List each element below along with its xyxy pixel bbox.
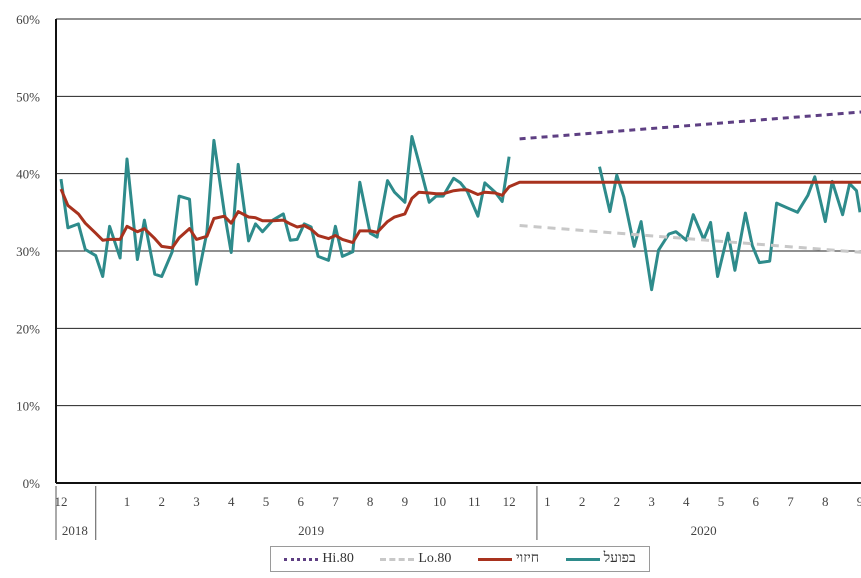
legend-label-lo80: Lo.80 xyxy=(418,551,452,566)
x-tick-label-4: 4 xyxy=(228,494,235,509)
y-tick-labels: 0% 10% 20% 30% 40% 50% 60% xyxy=(16,12,40,491)
x-tick-label-17: 4 xyxy=(683,494,690,509)
axes xyxy=(55,19,861,540)
x-tick-label-10: 10 xyxy=(433,494,446,509)
x-tick-label-1: 1 xyxy=(124,494,131,509)
x-tick-label-19: 6 xyxy=(753,494,760,509)
legend-swatch-hi80 xyxy=(284,557,319,561)
series-line-4 xyxy=(519,110,861,141)
series-lines xyxy=(59,110,861,292)
legend-label-forecast: חיזוי xyxy=(515,551,540,566)
x-tick-label-21: 8 xyxy=(822,494,829,509)
y-tick-label-0: 0% xyxy=(23,476,41,491)
y-tick-label-5: 50% xyxy=(16,89,40,104)
year-label-2: 2020 xyxy=(691,523,717,538)
x-tick-label-20: 7 xyxy=(787,494,794,509)
x-tick-label-7: 7 xyxy=(332,494,339,509)
legend-item-actual: בפועל xyxy=(565,551,636,567)
year-labels: 2018 2019 2020 xyxy=(62,523,717,538)
y-tick-label-1: 10% xyxy=(16,399,40,414)
y-tick-label-3: 30% xyxy=(16,244,40,259)
legend-item-hi80: Hi.80 xyxy=(284,551,354,567)
y-tick-label-4: 40% xyxy=(16,167,40,182)
legend-item-lo80: Lo.80 xyxy=(380,551,451,567)
x-tick-label-22: 9 xyxy=(857,494,861,509)
x-tick-label-2: 2 xyxy=(158,494,165,509)
series-line-0 xyxy=(59,135,511,286)
x-tick-labels: 12 1 2 3 4 5 6 7 8 9 10 11 12 1 2 2 3 4 5 6 7 8 9 xyxy=(55,494,861,509)
legend-label-actual: בפועל xyxy=(603,551,636,566)
x-tick-label-15: 2 xyxy=(614,494,621,509)
x-tick-label-13: 1 xyxy=(544,494,551,509)
x-tick-label-16: 3 xyxy=(648,494,655,509)
x-tick-label-9: 9 xyxy=(402,494,409,509)
year-label-1: 2019 xyxy=(298,523,324,538)
series-line-2 xyxy=(59,180,861,250)
legend: בפועל חיזוי Lo.80 Hi.80 xyxy=(270,546,650,572)
x-tick-label-14: 2 xyxy=(579,494,586,509)
y-tick-label-6: 60% xyxy=(16,12,40,27)
legend-swatch-forecast xyxy=(477,557,512,561)
x-tick-label-12: 12 xyxy=(503,494,516,509)
x-tick-label-0: 12 xyxy=(55,494,68,509)
series-line-3 xyxy=(519,224,861,254)
legend-swatch-actual xyxy=(565,557,600,561)
x-tick-label-11: 11 xyxy=(468,494,481,509)
gridlines xyxy=(56,18,861,407)
x-tick-label-6: 6 xyxy=(297,494,304,509)
series-line-1 xyxy=(598,166,861,292)
x-tick-label-3: 3 xyxy=(193,494,200,509)
legend-swatch-lo80 xyxy=(380,557,415,561)
y-tick-label-2: 20% xyxy=(16,321,40,336)
legend-label-hi80: Hi.80 xyxy=(322,551,354,566)
x-tick-label-8: 8 xyxy=(367,494,374,509)
x-tick-label-5: 5 xyxy=(263,494,270,509)
x-tick-label-18: 5 xyxy=(718,494,725,509)
year-label-0: 2018 xyxy=(62,523,88,538)
legend-item-forecast: חיזוי xyxy=(477,551,540,567)
